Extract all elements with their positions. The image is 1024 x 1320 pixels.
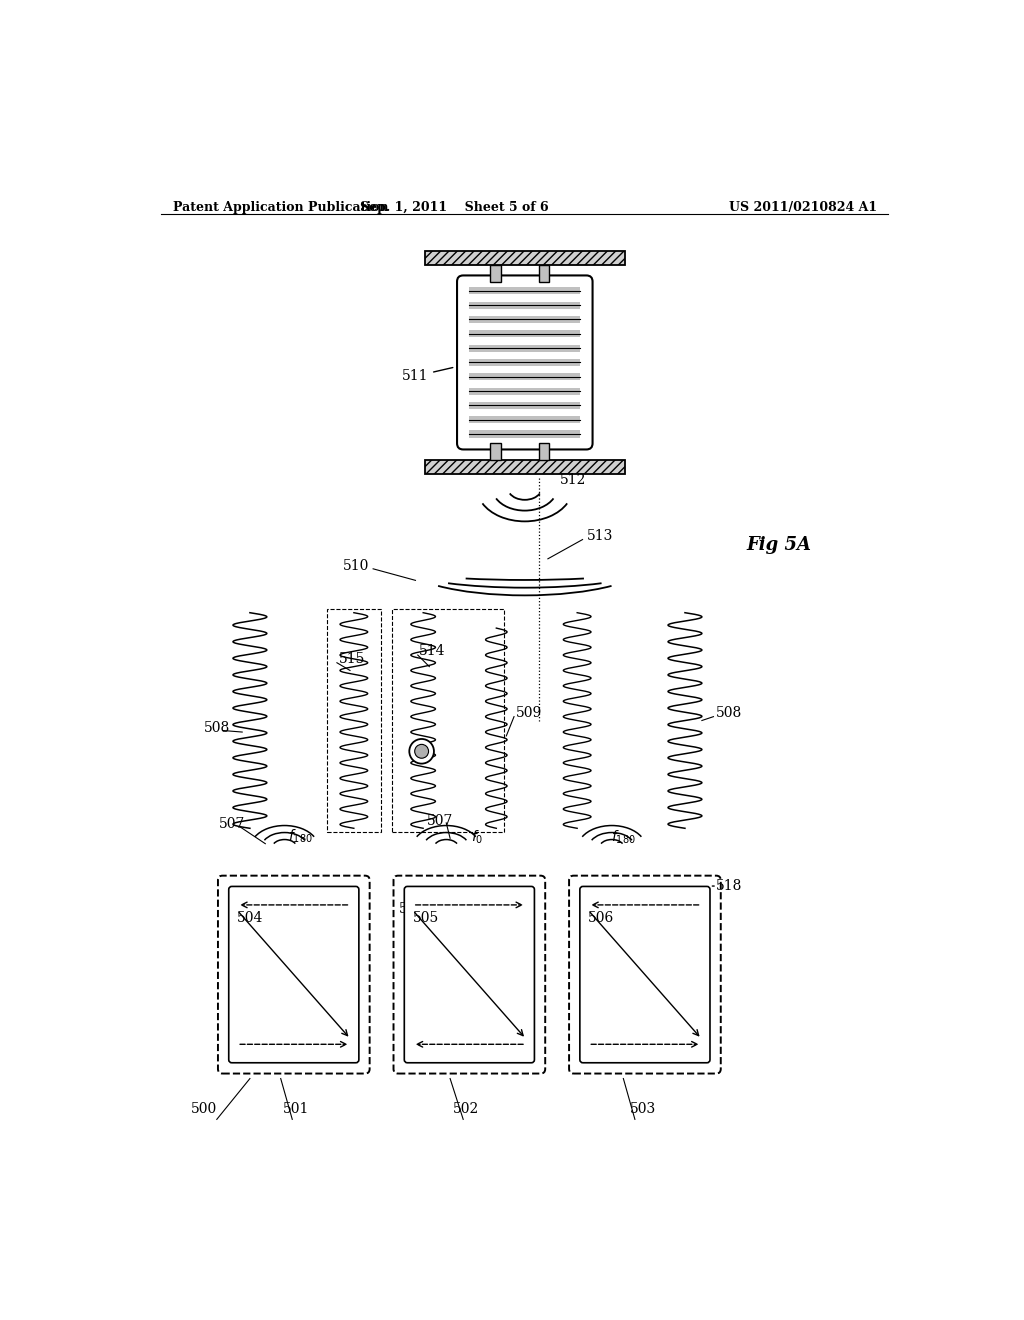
FancyBboxPatch shape: [457, 276, 593, 449]
FancyBboxPatch shape: [218, 875, 370, 1073]
Bar: [469, 288, 581, 294]
Bar: [469, 430, 581, 438]
Bar: [490, 444, 501, 461]
Bar: [469, 388, 581, 395]
Text: 501: 501: [283, 1102, 309, 1117]
Text: 517: 517: [462, 937, 488, 950]
Text: 505: 505: [413, 911, 439, 925]
Bar: [469, 330, 581, 338]
Text: 518: 518: [716, 879, 742, 894]
Text: 508: 508: [716, 706, 742, 719]
Bar: [539, 264, 550, 281]
Text: Sep. 1, 2011    Sheet 5 of 6: Sep. 1, 2011 Sheet 5 of 6: [359, 201, 548, 214]
Bar: [392, 609, 504, 832]
Bar: [425, 251, 625, 264]
Text: 507: 507: [427, 813, 454, 828]
Bar: [425, 461, 625, 474]
Circle shape: [415, 744, 429, 758]
Text: 507: 507: [219, 817, 246, 832]
Text: 516: 516: [398, 902, 425, 916]
Text: 502: 502: [453, 1102, 478, 1117]
Text: Patent Application Publication: Patent Application Publication: [173, 201, 388, 214]
Bar: [469, 359, 581, 366]
Text: Fig 5A: Fig 5A: [746, 536, 812, 553]
Text: 508: 508: [204, 721, 230, 735]
FancyBboxPatch shape: [228, 887, 358, 1063]
Bar: [469, 374, 581, 380]
Bar: [327, 609, 381, 832]
Text: 503: 503: [630, 1102, 655, 1117]
Text: US 2011/0210824 A1: US 2011/0210824 A1: [729, 201, 878, 214]
Bar: [490, 264, 501, 281]
FancyBboxPatch shape: [404, 887, 535, 1063]
Text: 511: 511: [401, 367, 453, 383]
Bar: [469, 345, 581, 351]
Bar: [469, 416, 581, 424]
Text: $f_{180}$: $f_{180}$: [611, 829, 636, 846]
Text: $f_0$: $f_0$: [471, 829, 483, 846]
Text: 514: 514: [419, 644, 445, 659]
Text: 510: 510: [343, 560, 370, 573]
Text: $f_{180}$: $f_{180}$: [288, 828, 312, 845]
Text: 515: 515: [339, 652, 365, 665]
Bar: [469, 301, 581, 309]
Text: 504: 504: [238, 911, 263, 925]
Text: 513: 513: [587, 529, 612, 543]
Bar: [469, 315, 581, 323]
Text: 500: 500: [190, 1102, 217, 1117]
Text: 506: 506: [589, 911, 614, 925]
Text: 509: 509: [515, 706, 542, 719]
Circle shape: [410, 739, 434, 763]
FancyBboxPatch shape: [580, 887, 710, 1063]
Text: 512: 512: [559, 474, 586, 487]
FancyBboxPatch shape: [393, 875, 545, 1073]
Bar: [469, 401, 581, 409]
FancyBboxPatch shape: [569, 875, 721, 1073]
Bar: [539, 444, 550, 461]
